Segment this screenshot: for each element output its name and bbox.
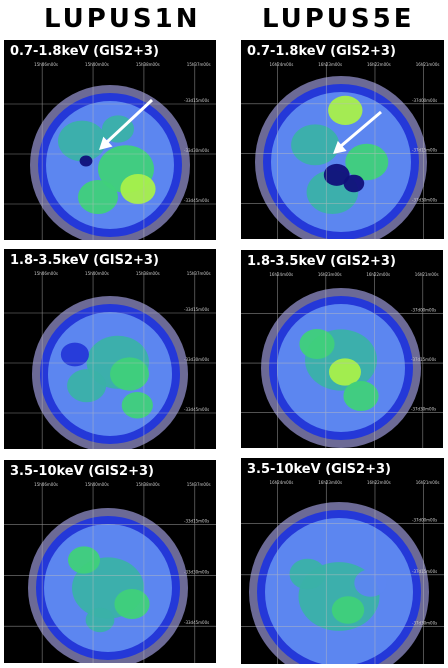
ra-tick-label: 16h23m00s — [318, 62, 342, 67]
ra-tick-label: 16h21m00s — [416, 62, 440, 67]
emission-region — [58, 120, 106, 162]
xray-intensity-map: 16h24m00s 16h23m00s 16h22m00s 16h21m00s -37d… — [241, 62, 444, 239]
energy-band-label: 3.5-10keV (GIS2+3) — [247, 462, 391, 477]
emission-region — [67, 369, 107, 403]
emission-region — [60, 342, 89, 367]
ra-tick-label: 16h22m00s — [367, 480, 391, 485]
emission-region — [354, 569, 387, 597]
ra-tick-label: 16h21m00s — [416, 480, 440, 485]
emission-region — [121, 391, 153, 419]
dec-tick-label: -33d30m00s — [184, 148, 209, 153]
pointer-arrow-icon — [99, 98, 154, 150]
dec-tick-label: -33d30m00s — [184, 569, 209, 574]
ra-tick-label: 15h46m00s — [34, 271, 58, 276]
pointer-arrow-icon — [333, 110, 382, 154]
xray-intensity-map: 16h24m00s 16h23m00s 16h22m00s 16h21m00s -37d… — [241, 480, 444, 664]
emission-region — [68, 546, 100, 574]
emission-region — [79, 155, 93, 167]
dec-tick-label: -37d15m00s — [412, 569, 437, 574]
ra-tick-label: 16h22m00s — [366, 272, 390, 277]
ra-tick-label: 16h24m00s — [269, 272, 293, 277]
ra-tick-label: 16h24m00s — [270, 480, 294, 485]
energy-band-label: 1.8-3.5keV (GIS2+3) — [10, 253, 159, 268]
dec-tick-label: -37d15m00s — [411, 357, 436, 362]
ra-tick-label: 15h40m00s — [85, 62, 109, 67]
coordinate-grid — [4, 271, 216, 449]
dec-tick-label: -33d15m00s — [184, 519, 209, 524]
xray-intensity-map: 15h46m00s 15h40m00s 15h38m00s 15h37m00s -33d… — [4, 482, 216, 663]
emission-region — [120, 174, 156, 204]
emission-region — [102, 115, 134, 143]
emission-region — [78, 180, 118, 214]
xray-image-panel: 16h24m00s 16h23m00s 16h22m00s 16h21m00s -37d… — [241, 458, 444, 664]
ra-tick-label: 16h22m00s — [367, 62, 391, 67]
dec-tick-label: -33d45m00s — [184, 407, 209, 412]
dec-tick-label: -33d15m00s — [184, 307, 209, 312]
ra-tick-label: 16h23m00s — [318, 480, 342, 485]
ra-tick-label: 15h37m00s — [187, 482, 211, 487]
energy-band-label: 0.7-1.8keV (GIS2+3) — [247, 44, 396, 59]
emission-region — [323, 163, 350, 186]
emission-region — [110, 357, 149, 391]
emission-region — [343, 174, 365, 193]
emission-region — [329, 358, 361, 386]
ra-tick-label: 15h46m00s — [34, 482, 58, 487]
ra-tick-label: 15h46m00s — [34, 62, 58, 67]
xray-image-panel: 15h46m00s 15h40m00s 15h38m00s 15h37m00s -33d… — [4, 249, 216, 449]
coordinate-grid — [4, 482, 216, 663]
xray-image-panel: 16h24m00s 16h23m00s 16h22m00s 16h21m00s -37d… — [241, 250, 443, 448]
emission-region — [85, 607, 115, 633]
emission-region — [291, 124, 340, 166]
column-title-lupus5e: LUPUS5E — [262, 4, 415, 34]
coordinate-grid — [4, 62, 216, 240]
ra-tick-label: 15h38m00s — [136, 62, 160, 67]
emission-region — [328, 95, 363, 126]
ra-tick-label: 16h21m00s — [415, 272, 439, 277]
xray-image-panel: 15h46m00s 15h40m00s 15h38m00s 15h37m00s -33d… — [4, 40, 216, 240]
ra-tick-label: 15h40m00s — [85, 482, 109, 487]
xray-intensity-map: 16h24m00s 16h23m00s 16h22m00s 16h21m00s -37d… — [241, 272, 443, 448]
dec-tick-label: -33d45m00s — [184, 198, 209, 203]
dec-tick-label: -33d30m00s — [184, 357, 209, 362]
xray-image-panel: 15h46m00s 15h40m00s 15h38m00s 15h37m00s -33d… — [4, 460, 216, 663]
energy-band-label: 1.8-3.5keV (GIS2+3) — [247, 254, 396, 269]
coordinate-grid — [241, 62, 444, 239]
xray-intensity-map: 15h46m00s 15h40m00s 15h38m00s 15h37m00s -33d… — [4, 62, 216, 240]
column-title-lupus1n: LUPUS1N — [44, 4, 201, 34]
emission-region — [289, 558, 326, 590]
emission-region — [343, 381, 379, 411]
emission-region — [345, 143, 389, 181]
dec-tick-label: -37d30m00s — [412, 620, 437, 625]
ra-tick-label: 16h23m00s — [318, 272, 342, 277]
dec-tick-label: -33d45m00s — [184, 620, 209, 625]
dec-tick-label: -37d15m00s — [412, 148, 437, 153]
energy-band-label: 3.5-10keV (GIS2+3) — [10, 464, 154, 479]
emission-region — [331, 596, 365, 624]
dec-tick-label: -37d30m00s — [412, 197, 437, 202]
dec-tick-label: -37d00m00s — [411, 308, 436, 313]
coordinate-grid — [241, 272, 443, 448]
ra-tick-label: 15h40m00s — [85, 271, 109, 276]
coordinate-grid — [241, 480, 444, 664]
ra-tick-label: 15h37m00s — [187, 62, 211, 67]
emission-region — [299, 329, 335, 359]
emission-region — [114, 589, 150, 619]
ra-tick-label: 15h37m00s — [187, 271, 211, 276]
xray-image-panel: 16h24m00s 16h23m00s 16h22m00s 16h21m00s -37d… — [241, 40, 444, 239]
ra-tick-label: 16h24m00s — [270, 62, 294, 67]
energy-band-label: 0.7-1.8keV (GIS2+3) — [10, 44, 159, 59]
dec-tick-label: -37d30m00s — [411, 407, 436, 412]
ra-tick-label: 15h38m00s — [136, 271, 160, 276]
dec-tick-label: -33d15m00s — [184, 98, 209, 103]
ra-tick-label: 15h38m00s — [136, 482, 160, 487]
dec-tick-label: -37d00m00s — [412, 517, 437, 522]
dec-tick-label: -37d00m00s — [412, 98, 437, 103]
xray-intensity-map: 15h46m00s 15h40m00s 15h38m00s 15h37m00s -33d… — [4, 271, 216, 449]
